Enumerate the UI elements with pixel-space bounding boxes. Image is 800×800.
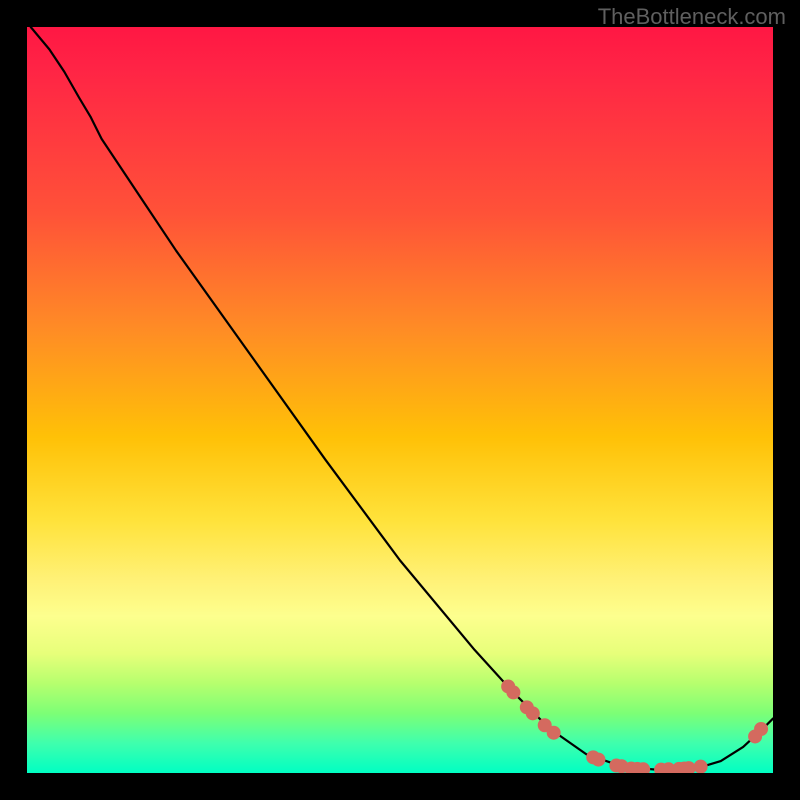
bottleneck-curve xyxy=(31,27,773,770)
plot-area xyxy=(27,27,773,773)
sample-marker xyxy=(507,686,520,699)
figure-canvas: TheBottleneck.com xyxy=(0,0,800,800)
sample-markers xyxy=(502,680,768,773)
sample-marker xyxy=(547,726,560,739)
sample-marker xyxy=(694,760,707,773)
chart-svg xyxy=(27,27,773,773)
sample-marker xyxy=(682,762,695,773)
sample-marker xyxy=(755,722,768,735)
sample-marker xyxy=(526,707,539,720)
sample-marker xyxy=(592,753,605,766)
sample-marker xyxy=(637,763,650,773)
